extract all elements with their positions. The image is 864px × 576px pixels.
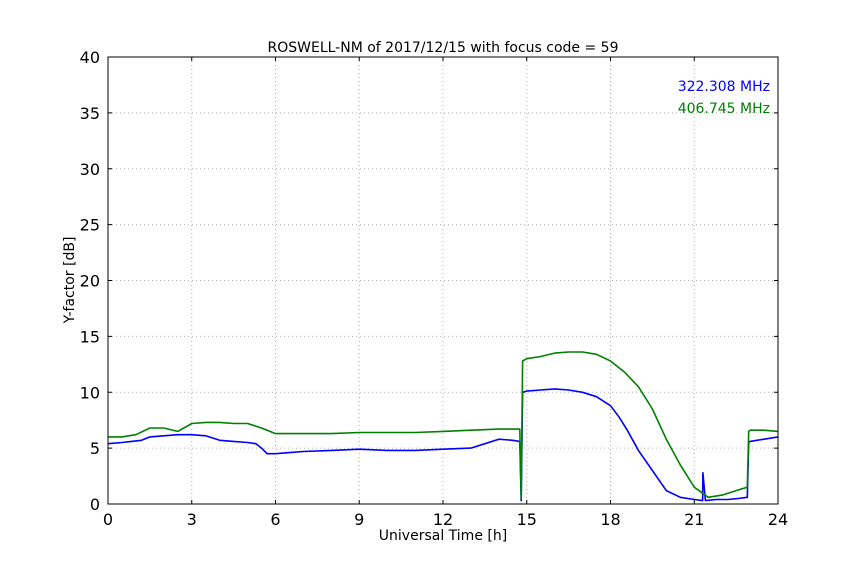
y-tick-label: 30 xyxy=(80,160,100,179)
x-tick-label: 9 xyxy=(354,510,364,529)
y-axis-label: Y-factor [dB] xyxy=(62,237,78,325)
y-tick-label: 0 xyxy=(90,495,100,514)
x-tick-label: 21 xyxy=(684,510,704,529)
y-tick-label: 20 xyxy=(80,272,100,291)
legend-label: 406.745 MHz xyxy=(678,101,770,117)
series-line-green xyxy=(108,351,779,500)
chart-title: ROSWELL-NM of 2017/12/15 with focus code… xyxy=(268,40,619,56)
y-tick-label: 5 xyxy=(90,439,100,458)
ticks: 0 3 6 9 12 15 18 21 24 0 5 10 15 20 25 30 35 40 xyxy=(80,48,789,529)
legend: 322.308 MHz 406.745 MHz xyxy=(678,79,770,117)
x-tick-label: 18 xyxy=(600,510,620,529)
x-tick-label: 6 xyxy=(270,510,280,529)
x-axis-label: Universal Time [h] xyxy=(379,528,507,544)
y-tick-label: 10 xyxy=(80,383,100,402)
series-layer xyxy=(107,351,779,502)
legend-label: 322.308 MHz xyxy=(678,79,770,95)
x-tick-label: 12 xyxy=(433,510,453,529)
y-tick-label: 35 xyxy=(80,104,100,123)
grid xyxy=(108,57,778,504)
y-tick-label: 40 xyxy=(80,48,100,67)
y-tick-label: 25 xyxy=(80,216,100,235)
y-tick-label: 15 xyxy=(80,327,100,346)
x-tick-label: 15 xyxy=(517,510,537,529)
x-tick-label: 3 xyxy=(187,510,197,529)
x-tick-label: 0 xyxy=(103,510,113,529)
x-tick-label: 24 xyxy=(768,510,788,529)
